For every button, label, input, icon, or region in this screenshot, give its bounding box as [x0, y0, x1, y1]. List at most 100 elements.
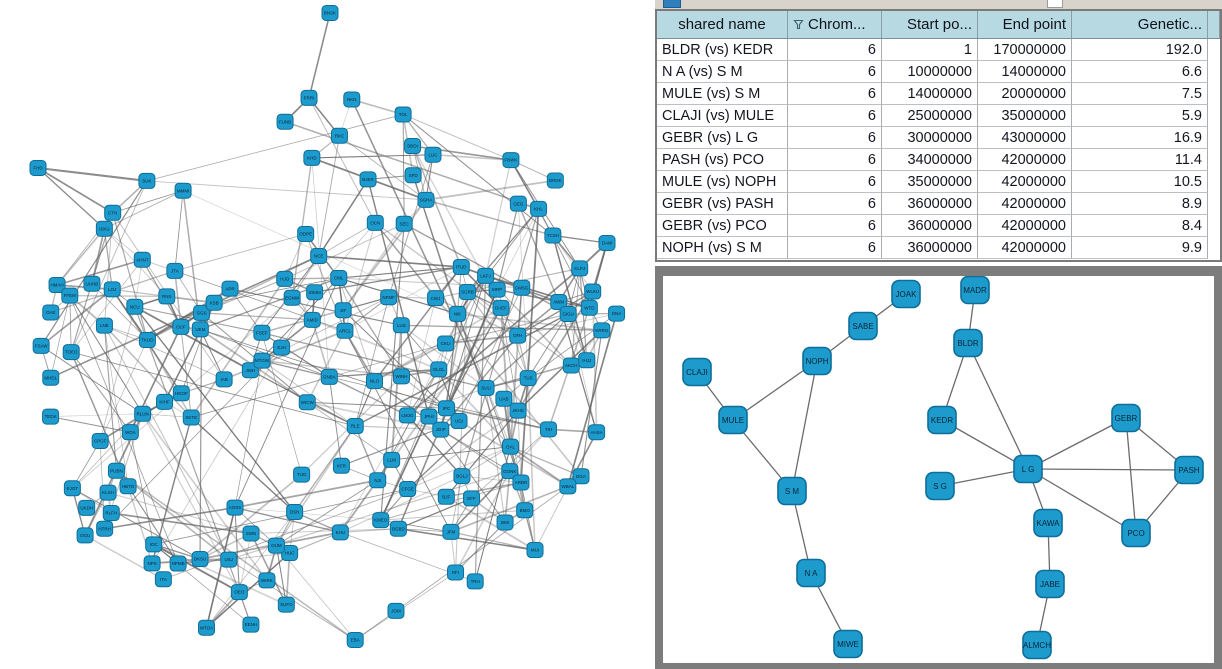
main-network-node[interactable]: DGA — [572, 468, 590, 485]
main-network-node[interactable]: OEO — [230, 584, 248, 601]
table-row[interactable]: BLDR (vs) KEDR 6 1 170000000 192.0 — [657, 39, 1220, 61]
main-network-node[interactable]: SGRB — [458, 284, 476, 301]
main-network-node[interactable]: LUS — [392, 317, 410, 334]
table-row[interactable]: N A (vs) S M 6 10000000 14000000 6.6 — [657, 61, 1220, 83]
sub-network-node-pash[interactable]: PASH — [1174, 455, 1204, 485]
main-network-node[interactable]: NIK — [448, 305, 466, 322]
main-network-node[interactable]: MMMI — [174, 182, 192, 199]
column-header-2[interactable]: Chrom... — [788, 11, 882, 39]
main-network-node[interactable]: TOEO — [62, 344, 80, 361]
main-network-node[interactable]: RLFH — [102, 505, 120, 522]
main-network-node[interactable]: MHDL — [42, 369, 60, 386]
table-row[interactable]: GEBR (vs) PASH 6 36000000 42000000 8.9 — [657, 193, 1220, 215]
main-network-node[interactable]: RLUN — [134, 405, 152, 422]
main-network-node[interactable]: AHNT — [133, 251, 151, 268]
main-network-node[interactable]: KMEO — [372, 512, 390, 529]
main-network-node[interactable]: CTN — [104, 204, 122, 221]
main-network-node[interactable]: CML — [330, 270, 348, 287]
main-network-node[interactable]: ITUD — [452, 259, 470, 276]
main-network-node[interactable]: CPCF — [91, 432, 109, 449]
main-network-node[interactable]: RFI — [447, 564, 465, 581]
sub-network-node-sabe[interactable]: SABE — [848, 311, 878, 341]
main-network-node[interactable]: HBTD — [119, 478, 137, 495]
main-network-node[interactable]: IOMM — [306, 284, 324, 301]
main-network-node[interactable]: DSN — [286, 504, 304, 521]
main-network-node[interactable]: EFF — [463, 490, 481, 507]
main-network-node[interactable]: NCE — [310, 248, 328, 265]
sub-network-node-jabe[interactable]: JABE — [1035, 569, 1065, 599]
main-network-node[interactable]: GNBA — [320, 368, 338, 385]
main-network-node[interactable]: ISKU — [95, 220, 113, 237]
main-network-node[interactable]: RNS — [158, 288, 176, 305]
main-network-node[interactable]: ARCL — [336, 322, 354, 339]
main-network-node[interactable]: AMID — [303, 311, 321, 328]
column-header-1[interactable]: shared name — [657, 11, 788, 39]
main-network-node[interactable]: GIGU — [559, 305, 577, 322]
main-network-node[interactable]: WTOA — [197, 619, 215, 636]
main-network-node[interactable]: UAB — [495, 390, 513, 407]
sub-network-node-noph[interactable]: NOPH — [802, 346, 832, 376]
main-network-node[interactable]: SUU — [477, 379, 495, 396]
sub-network-node-claji[interactable]: CLAJI — [682, 357, 712, 387]
main-network-node[interactable]: HTRH — [96, 520, 114, 537]
main-network-node[interactable]: PUBN — [107, 462, 125, 479]
filter-funnel-icon[interactable] — [793, 19, 804, 30]
main-network-node[interactable]: DAEF — [492, 299, 510, 316]
main-network-node[interactable]: KHD — [303, 149, 321, 166]
sub-network-node-s-g[interactable]: S G — [925, 471, 955, 501]
main-network-node[interactable]: OCF — [172, 318, 190, 335]
main-network-node[interactable]: FSAW — [32, 337, 50, 354]
main-network-node[interactable]: DRDK — [546, 172, 564, 189]
main-network-node[interactable]: DNA — [608, 305, 626, 322]
main-network-node[interactable]: JOM — [387, 602, 405, 619]
main-network-node[interactable]: FHD — [29, 160, 47, 176]
main-network-node[interactable]: BMI — [496, 514, 514, 531]
column-header-3[interactable]: Start po... — [882, 11, 978, 39]
main-network-node[interactable]: NFMF — [380, 289, 398, 306]
main-network-node[interactable]: MRP — [488, 281, 506, 298]
main-network-node[interactable]: SKTE — [182, 409, 200, 426]
main-network-node[interactable]: IHJJ — [578, 352, 596, 369]
main-network-node[interactable]: OAE — [42, 304, 60, 321]
main-network-node[interactable]: DKSU — [191, 551, 209, 568]
main-network-node[interactable]: KSB — [205, 294, 223, 311]
main-network-node[interactable]: UKDH — [78, 499, 96, 516]
sub-network-node-joak[interactable]: JOAK — [891, 279, 921, 309]
main-network-node[interactable]: CWJ — [427, 290, 445, 307]
main-network-node[interactable]: IAB — [215, 371, 233, 388]
main-network-node[interactable]: FRRI — [300, 89, 318, 106]
main-network-node[interactable]: TUO — [293, 466, 311, 483]
main-network-node[interactable]: SGHA — [417, 191, 435, 208]
main-network-node[interactable]: HJO — [276, 270, 294, 287]
table-row[interactable]: MULE (vs) S M 6 14000000 20000000 7.5 — [657, 83, 1220, 105]
main-network-node[interactable]: OAL — [501, 438, 519, 455]
main-network-node[interactable]: SEC — [395, 215, 413, 232]
main-network-node[interactable]: TIH — [539, 421, 557, 438]
main-network-node[interactable]: MTGW — [253, 352, 271, 369]
table-row[interactable]: MULE (vs) NOPH 6 35000000 42000000 10.5 — [657, 171, 1220, 193]
sub-network-node-kedr[interactable]: KEDR — [927, 405, 957, 435]
main-network-node[interactable]: OFH — [509, 327, 527, 344]
sub-network-node-miwe[interactable]: MIWE — [833, 629, 863, 659]
sub-network-node-gebr[interactable]: GEBR — [1111, 403, 1141, 433]
main-network-node[interactable]: DAW — [598, 235, 616, 251]
main-network-node[interactable]: NKN — [343, 91, 361, 108]
main-network-node[interactable]: TEDK — [42, 408, 60, 425]
main-network-node[interactable]: JTA — [166, 262, 184, 279]
main-network-node[interactable]: NCU — [126, 298, 144, 315]
sub-network-node-mule[interactable]: MULE — [718, 405, 748, 435]
main-network-node[interactable]: GEG — [509, 195, 527, 212]
main-network-node[interactable]: ODPE — [297, 226, 315, 243]
main-network-node[interactable]: BJER — [359, 171, 377, 188]
main-network-node[interactable]: KIHF — [156, 393, 174, 410]
sub-network-node-n-a[interactable]: N A — [796, 558, 826, 588]
main-network-node[interactable]: UGI — [450, 412, 468, 429]
main-network-node[interactable]: LUC — [424, 146, 442, 163]
table-row[interactable]: CLAJI (vs) MULE 6 25000000 35000000 5.9 — [657, 105, 1220, 127]
main-network-node[interactable]: JIF — [334, 302, 352, 319]
table-row[interactable]: GEBR (vs) L G 6 30000000 43000000 16.9 — [657, 127, 1220, 149]
main-network-node[interactable]: USJ — [220, 551, 238, 568]
main-network-node[interactable]: UEM — [191, 321, 209, 338]
main-network-node[interactable]: HGOF — [172, 385, 190, 402]
main-network-node[interactable]: UUHB — [83, 275, 101, 292]
